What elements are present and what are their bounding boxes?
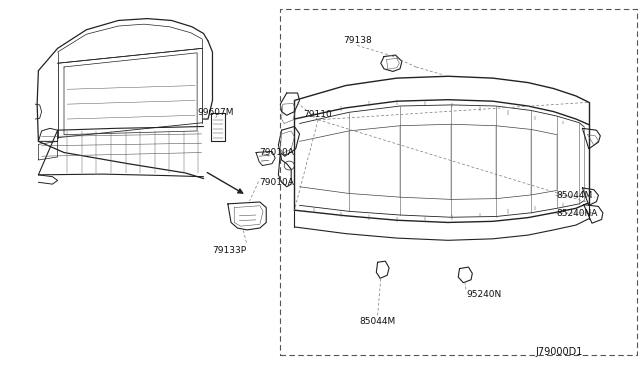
Bar	[280, 9, 637, 355]
Text: 85044M: 85044M	[360, 317, 396, 326]
Text: 79010A: 79010A	[259, 178, 294, 187]
Text: 79110: 79110	[304, 110, 332, 119]
Text: 99607M: 99607M	[197, 108, 234, 117]
Text: 79010A: 79010A	[259, 148, 294, 157]
Text: 79138: 79138	[343, 36, 371, 45]
Text: J79000D1: J79000D1	[535, 347, 582, 356]
Text: 85240NA: 85240NA	[557, 209, 598, 218]
Text: 79133P: 79133P	[212, 246, 246, 254]
Text: 85044M: 85044M	[557, 191, 593, 200]
Text: 95240N: 95240N	[466, 290, 501, 299]
